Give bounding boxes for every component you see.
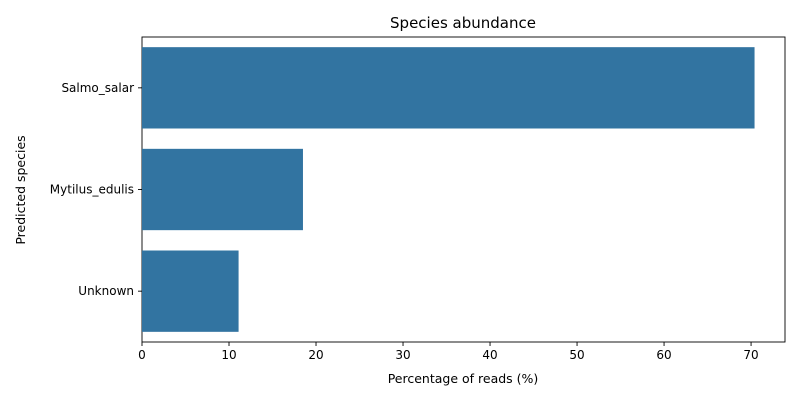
bar-2 (142, 250, 239, 332)
x-tick-label-5: 50 (569, 348, 584, 362)
y-axis-ticks: Salmo_salar Mytilus_edulis Unknown (50, 81, 142, 298)
bar-0 (142, 47, 755, 129)
x-tick-label-2: 20 (308, 348, 323, 362)
bars-group (142, 47, 755, 332)
y-tick-label-1: Mytilus_edulis (50, 183, 134, 197)
x-axis-label: Percentage of reads (%) (388, 371, 539, 386)
x-tick-label-1: 10 (221, 348, 236, 362)
x-tick-label-0: 0 (138, 348, 146, 362)
y-tick-label-2: Unknown (78, 284, 134, 298)
x-tick-label-3: 30 (395, 348, 410, 362)
chart-title: Species abundance (390, 14, 536, 32)
bar-1 (142, 148, 303, 231)
x-tick-label-4: 40 (482, 348, 497, 362)
y-tick-label-0: Salmo_salar (61, 81, 134, 95)
x-tick-label-6: 60 (656, 348, 671, 362)
x-tick-label-7: 70 (743, 348, 758, 362)
x-axis-ticks: 0 10 20 30 40 50 60 70 (138, 342, 759, 362)
y-axis-label: Predicted species (13, 135, 28, 244)
